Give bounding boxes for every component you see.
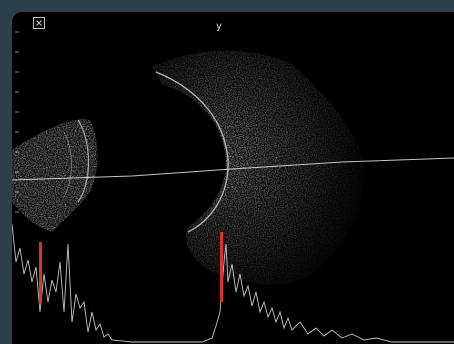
axis-label-y: y: [216, 21, 222, 32]
retina-surface: [155, 71, 229, 233]
close-toggle[interactable]: [33, 17, 45, 29]
scan-beam-line: [12, 157, 454, 181]
close-icon: [36, 20, 42, 26]
ultrasound-viewport: y: [12, 12, 454, 344]
ultrasound-scan-image: [12, 31, 454, 343]
lens-outline: [77, 119, 90, 203]
anterior-segment-echo: [12, 119, 98, 232]
spike-marker-retina: [220, 232, 223, 302]
spike-marker-anterior: [39, 242, 42, 304]
